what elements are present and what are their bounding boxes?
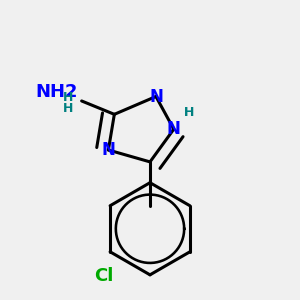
Text: H: H (63, 92, 74, 104)
Text: N: N (167, 120, 181, 138)
Text: H: H (184, 106, 194, 119)
Text: N: N (149, 88, 163, 106)
Text: H: H (63, 102, 74, 115)
Text: H: H (184, 106, 195, 119)
Text: NH2: NH2 (35, 83, 78, 101)
Text: N: N (101, 141, 115, 159)
Text: Cl: Cl (94, 267, 114, 285)
